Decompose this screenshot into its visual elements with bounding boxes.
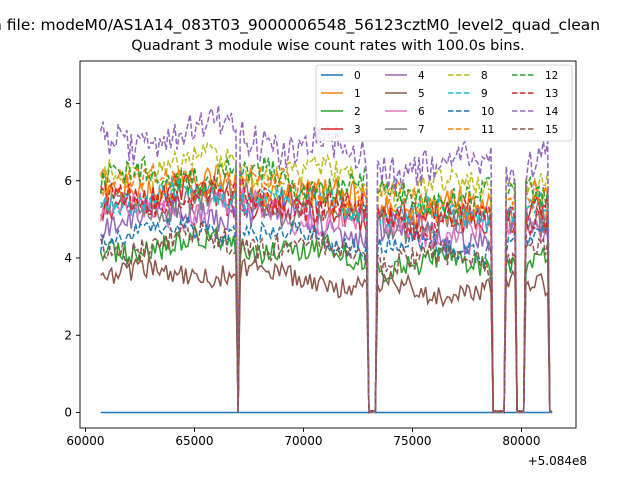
axes-frame [79,60,577,429]
legend-label-11: 11 [481,124,494,136]
y-tick-label: 4 [64,251,72,265]
legend-label-9: 9 [481,88,488,100]
legend-label-1: 1 [354,88,361,100]
series-line-13 [100,175,553,414]
legend-box [315,64,573,142]
chart-title: Quadrant 3 module wise count rates with … [131,38,525,54]
x-tick-label: 60000 [66,434,104,448]
series-line-11 [99,163,553,414]
legend-label-12: 12 [545,70,558,82]
legend-label-5: 5 [418,88,425,100]
x-tick-label: 80000 [502,434,540,448]
y-tick-label: 6 [64,174,72,188]
series-line-7 [100,180,553,414]
legend-label-10: 10 [481,106,494,118]
x-tick-label: 75000 [393,434,431,448]
legend-label-2: 2 [354,106,361,118]
legend-label-13: 13 [545,88,558,100]
series-line-5 [100,255,553,414]
series-line-9 [100,177,552,414]
y-tick-label: 8 [64,96,72,110]
legend-label-6: 6 [418,106,425,118]
series-line-2 [99,225,553,414]
x-offset-label: +5.084e8 [528,454,587,468]
legend-label-0: 0 [354,70,361,82]
legend-label-7: 7 [418,124,425,136]
axes: 60000 65000 70000 75000 80000 0 2 4 6 8 +5.084e8 [64,60,587,468]
x-tick-label: 70000 [284,434,322,448]
x-tick-label: 65000 [175,434,213,448]
legend-label-3: 3 [354,124,361,136]
legend-label-8: 8 [481,70,488,82]
series-line-8 [99,142,553,414]
legend-label-15: 15 [545,124,558,136]
legend-label-14: 14 [545,106,559,118]
y-tick-label: 0 [64,406,72,420]
y-tick-label: 2 [64,328,72,342]
legend-label-4: 4 [418,70,425,82]
figure-suptitle: n file: modeM0/AS1A14_083T03_9000006548_… [0,16,600,35]
series-line-15 [99,220,553,414]
series-lines [99,105,553,414]
